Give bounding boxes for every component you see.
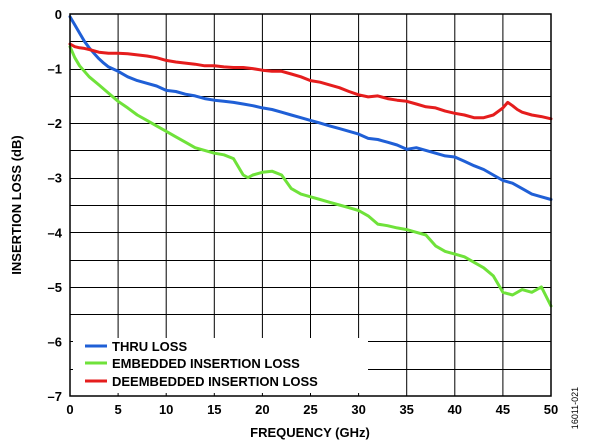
y-tick-label--6: –6: [48, 334, 62, 349]
tick-label-layer: 0 5 10 15 20 25 30 35 40 45 50 0 –1 –2 –3 –4 –5 –6 –7: [48, 7, 559, 417]
x-tick-label-0: 0: [66, 402, 73, 417]
plot-frame: [69, 13, 552, 397]
y-tick-label-0: 0: [55, 7, 62, 22]
legend-label-embedded-insertion-loss: EMBEDDED INSERTION LOSS: [112, 356, 300, 371]
x-tick-label-40: 40: [448, 402, 462, 417]
legend: THRU LOSS EMBEDDED INSERTION LOSS DEEMBE…: [73, 338, 368, 393]
y-tick-label--2: –2: [48, 116, 62, 131]
y-tick-label--1: –1: [48, 62, 62, 77]
x-tick-label-15: 15: [207, 402, 221, 417]
y-tick-label--4: –4: [48, 225, 63, 240]
x-tick-label-10: 10: [159, 402, 173, 417]
x-axis-title: FREQUENCY (GHz): [250, 425, 370, 440]
series-line-thru-loss: [68, 15, 553, 201]
series-line-deembedded-insertion-loss: [68, 42, 553, 121]
series-line-embedded-insertion-loss: [68, 45, 553, 308]
legend-label-deembedded-insertion-loss: DEEMBEDDED INSERTION LOSS: [112, 374, 318, 389]
x-tick-label-45: 45: [496, 402, 510, 417]
x-tick-label-30: 30: [351, 402, 365, 417]
y-tick-label--7: –7: [48, 389, 62, 404]
x-tick-label-35: 35: [399, 402, 413, 417]
x-tick-label-50: 50: [544, 402, 558, 417]
series-layer: [68, 15, 553, 308]
y-tick-label--3: –3: [48, 171, 62, 186]
legend-background: [73, 338, 368, 393]
x-tick-label-5: 5: [114, 402, 121, 417]
figure-id: 16011-021: [570, 387, 580, 429]
x-tick-label-25: 25: [303, 402, 317, 417]
x-tick-label-20: 20: [255, 402, 269, 417]
legend-label-thru-loss: THRU LOSS: [112, 339, 187, 354]
y-tick-label--5: –5: [48, 280, 62, 295]
y-axis-title: INSERTION LOSS (dB): [9, 135, 24, 274]
